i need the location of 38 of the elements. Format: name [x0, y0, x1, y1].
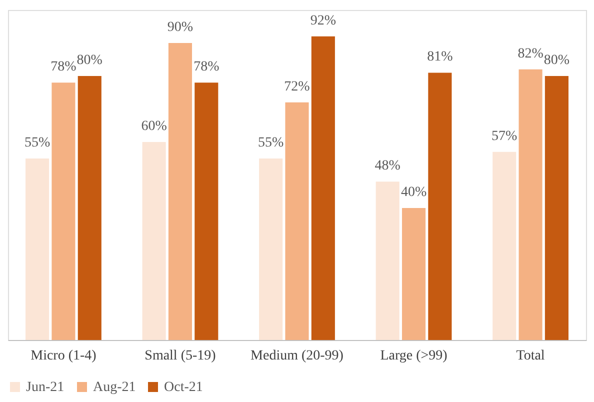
data-label: 55% — [258, 136, 284, 150]
legend-label: Aug-21 — [93, 380, 136, 395]
data-label: 90% — [167, 20, 194, 35]
bar — [544, 76, 568, 340]
data-label: 72% — [284, 79, 310, 94]
bar — [168, 43, 192, 340]
data-label: 82% — [518, 46, 544, 62]
legend-label: Oct-21 — [164, 380, 203, 395]
bar — [518, 69, 542, 340]
x-tick-label: Total — [516, 348, 545, 364]
data-label: 92% — [310, 13, 336, 28]
data-label: 81% — [427, 50, 454, 65]
bar — [52, 82, 76, 340]
data-label: 48% — [374, 158, 401, 174]
bar — [428, 72, 452, 340]
x-tick-label: Small (5-19) — [144, 348, 216, 364]
bar — [259, 158, 283, 340]
data-label: 80% — [76, 53, 103, 68]
bar — [142, 142, 166, 340]
data-label: 40% — [400, 185, 427, 200]
bar — [492, 152, 516, 340]
data-label: 78% — [50, 60, 77, 75]
data-label: 55% — [24, 136, 50, 150]
data-label: 60% — [141, 119, 168, 134]
x-tick-label: Micro (1-4) — [30, 348, 97, 364]
bar — [376, 182, 400, 340]
bar — [285, 102, 309, 340]
bar — [311, 36, 335, 340]
bar — [26, 158, 50, 340]
data-label: 80% — [544, 53, 570, 68]
bar — [194, 82, 218, 340]
data-label: 57% — [492, 128, 518, 144]
bar — [402, 208, 426, 340]
bar — [78, 76, 102, 340]
x-tick-label: Medium (20-99) — [250, 348, 344, 364]
legend-label: Jun-21 — [26, 380, 64, 395]
data-label: 78% — [194, 60, 220, 75]
x-tick-label: Large (>99) — [380, 348, 448, 364]
